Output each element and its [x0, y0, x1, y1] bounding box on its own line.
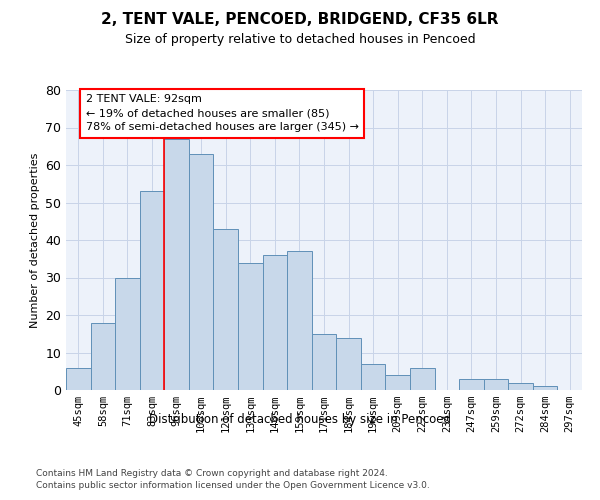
- Bar: [361, 364, 385, 390]
- Bar: [140, 191, 164, 390]
- Bar: [164, 138, 189, 390]
- Text: Contains public sector information licensed under the Open Government Licence v3: Contains public sector information licen…: [36, 481, 430, 490]
- Y-axis label: Number of detached properties: Number of detached properties: [29, 152, 40, 328]
- Text: Distribution of detached houses by size in Pencoed: Distribution of detached houses by size …: [149, 412, 451, 426]
- Bar: [214, 229, 238, 390]
- Bar: [533, 386, 557, 390]
- Bar: [459, 379, 484, 390]
- Bar: [484, 379, 508, 390]
- Bar: [287, 251, 312, 390]
- Text: Size of property relative to detached houses in Pencoed: Size of property relative to detached ho…: [125, 32, 475, 46]
- Bar: [508, 382, 533, 390]
- Bar: [66, 368, 91, 390]
- Bar: [410, 368, 434, 390]
- Bar: [238, 262, 263, 390]
- Text: 2, TENT VALE, PENCOED, BRIDGEND, CF35 6LR: 2, TENT VALE, PENCOED, BRIDGEND, CF35 6L…: [101, 12, 499, 28]
- Bar: [336, 338, 361, 390]
- Bar: [385, 375, 410, 390]
- Bar: [115, 278, 140, 390]
- Text: 2 TENT VALE: 92sqm
← 19% of detached houses are smaller (85)
78% of semi-detache: 2 TENT VALE: 92sqm ← 19% of detached hou…: [86, 94, 359, 132]
- Bar: [189, 154, 214, 390]
- Bar: [312, 334, 336, 390]
- Bar: [91, 322, 115, 390]
- Bar: [263, 255, 287, 390]
- Text: Contains HM Land Registry data © Crown copyright and database right 2024.: Contains HM Land Registry data © Crown c…: [36, 468, 388, 477]
